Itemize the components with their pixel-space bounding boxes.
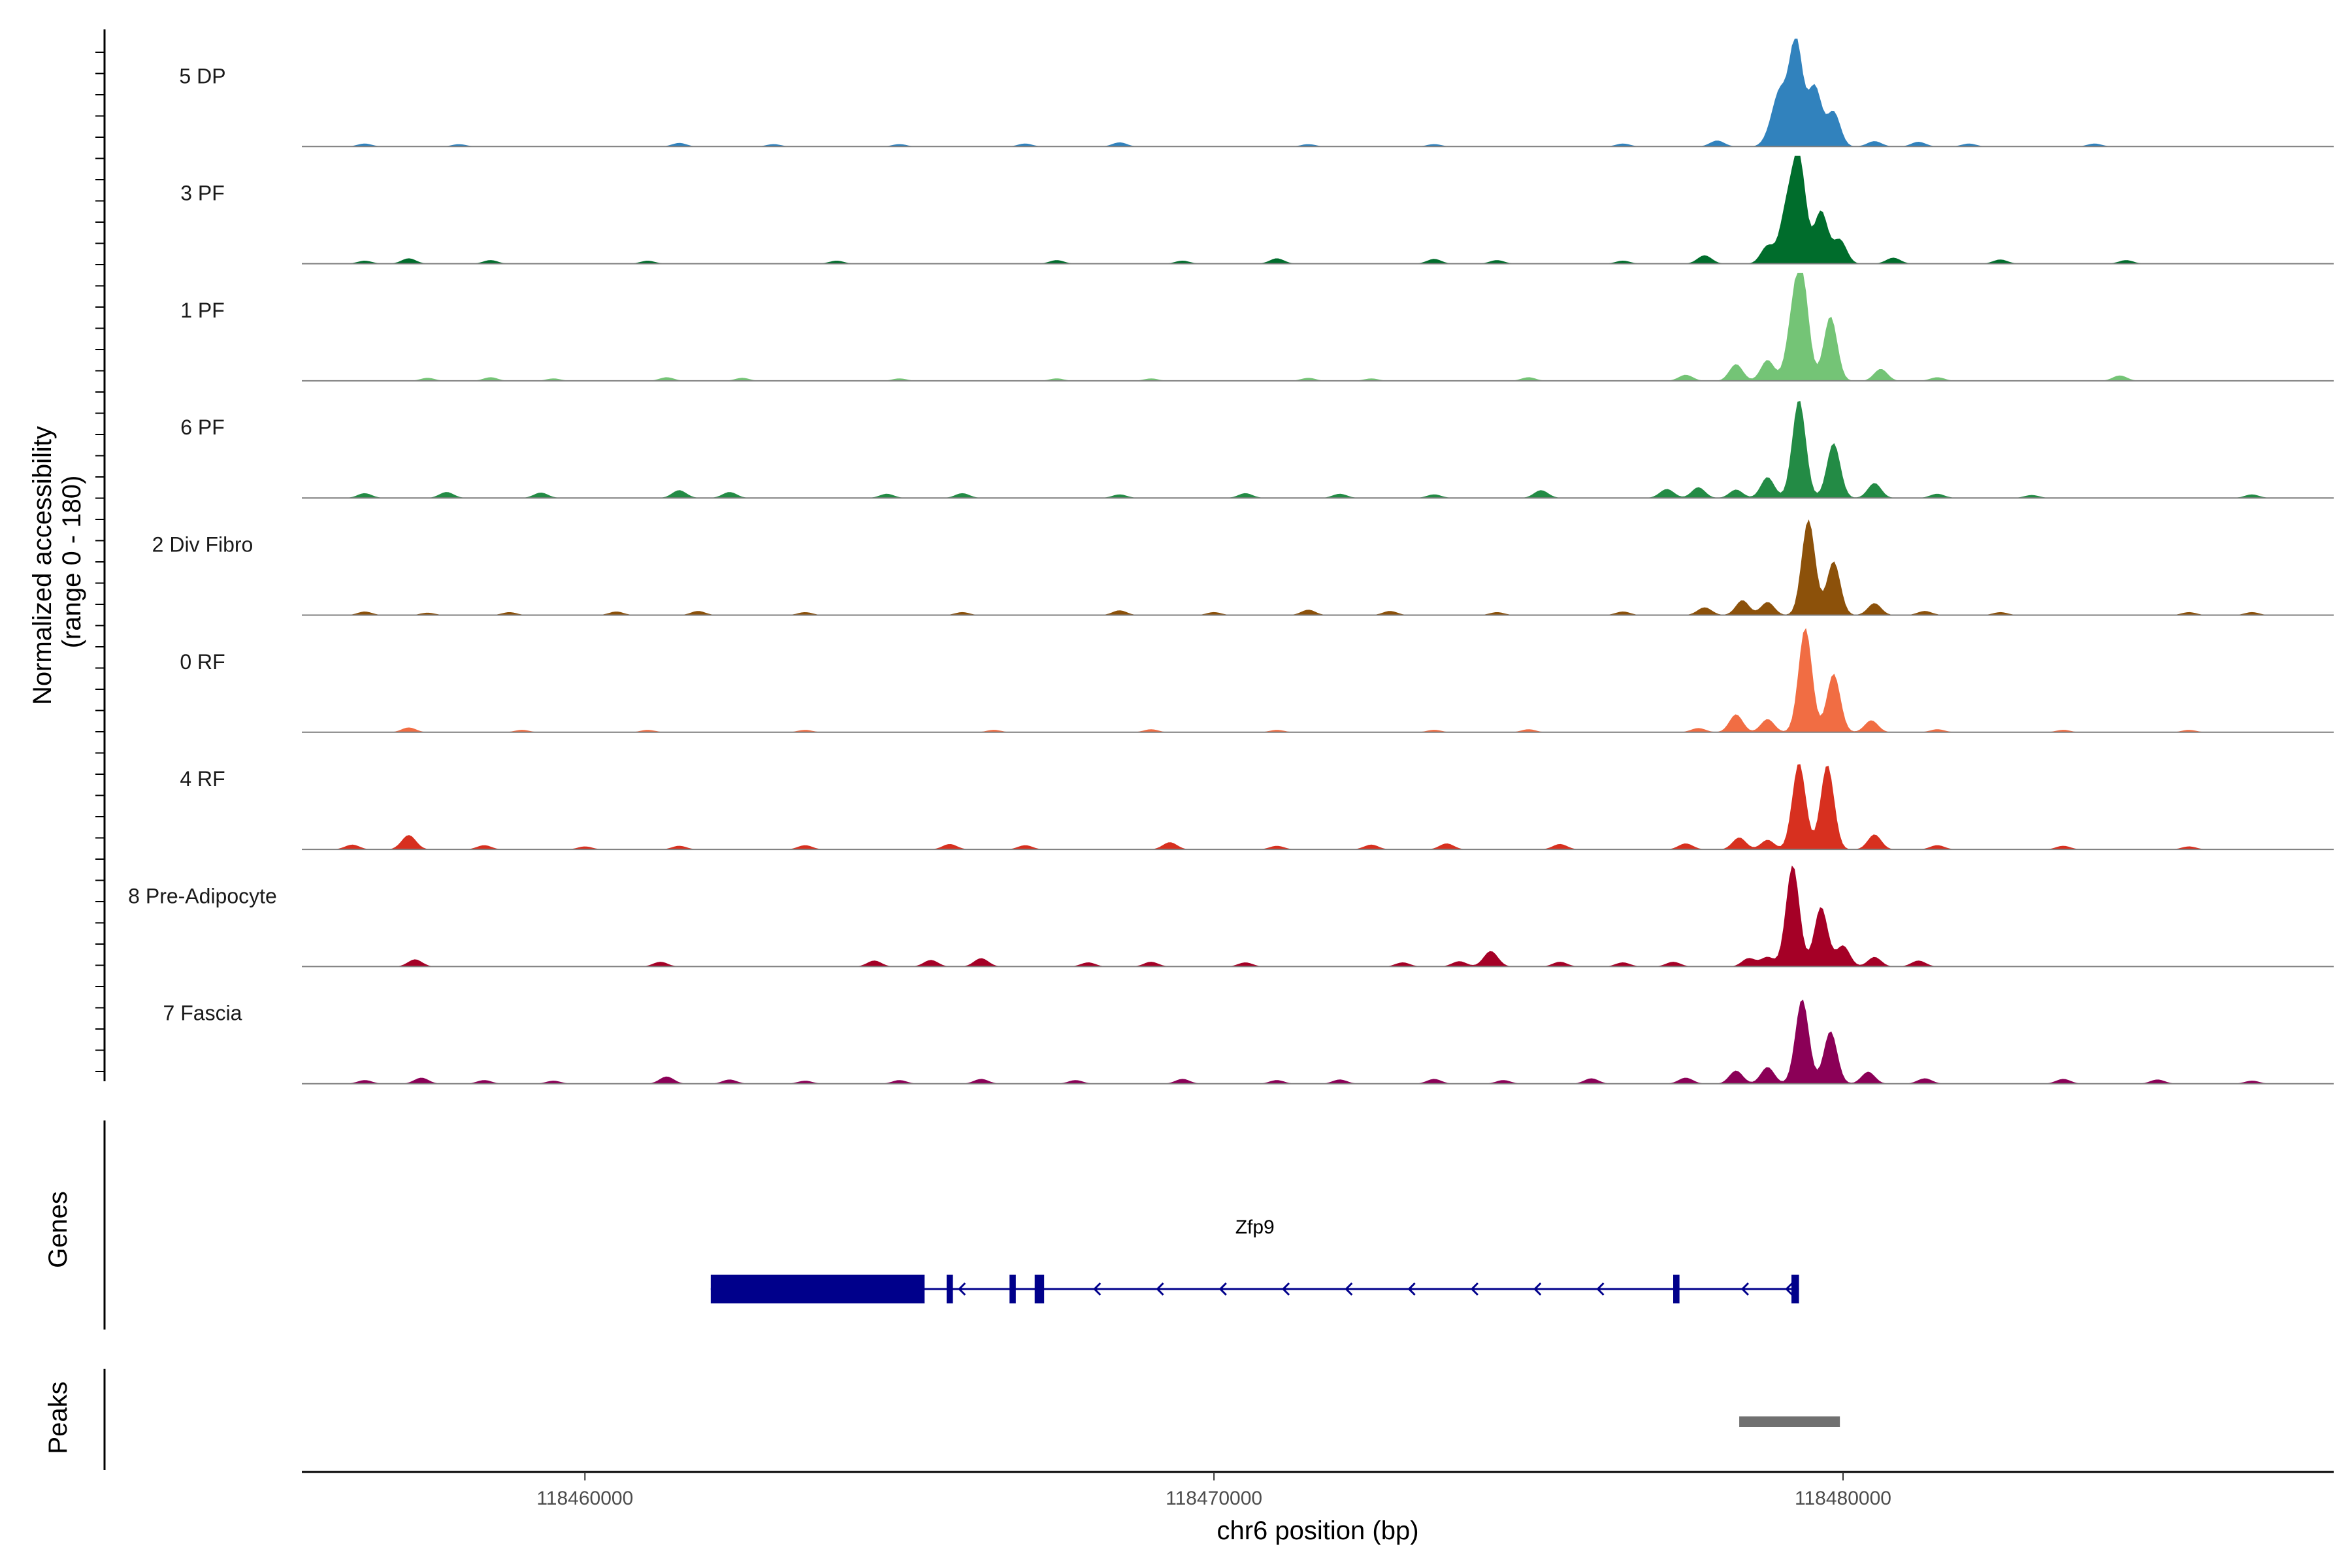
x-tick-label: 118480000	[1795, 1488, 1891, 1509]
strand-arrow	[958, 1282, 966, 1296]
y-axis-title: Normalized accessibility (range 0 - 180)	[28, 419, 86, 705]
y-axis-title-line1: Normalized accessibility	[28, 426, 57, 705]
track-1: 3 PF	[180, 155, 2334, 265]
gene-exon	[1673, 1275, 1680, 1303]
x-tick-label: 118470000	[1166, 1488, 1262, 1509]
peaks-title: Peaks	[44, 1381, 73, 1454]
strand-arrow	[1093, 1282, 1102, 1296]
strand-arrow	[1345, 1282, 1353, 1296]
track-6: 4 RF	[180, 764, 2334, 851]
track-7: 8 Pre-Adipocyte	[128, 865, 2334, 968]
strand-arrow	[1470, 1282, 1478, 1296]
gene-exon	[1791, 1275, 1799, 1303]
track-label: 3 PF	[180, 182, 225, 205]
track-2: 1 PF	[180, 272, 2334, 382]
coverage-area	[302, 519, 2334, 615]
strand-arrow	[1785, 1282, 1793, 1296]
track-label: 8 Pre-Adipocyte	[128, 884, 277, 907]
track-label: 7 Fascia	[163, 1002, 242, 1025]
track-label: 6 PF	[180, 416, 225, 439]
y-axis-title-line2: (range 0 - 180)	[57, 476, 86, 649]
coverage-area	[302, 764, 2334, 850]
x-axis-ticks: 118460000 118470000 118480000	[536, 1472, 1891, 1509]
track-5: 0 RF	[180, 628, 2334, 733]
strand-arrow	[1533, 1282, 1542, 1296]
coverage-area	[302, 865, 2334, 967]
gene-exon	[1034, 1275, 1045, 1303]
y-axis-ticks	[95, 52, 105, 1072]
track-label: 0 RF	[180, 650, 225, 674]
gene-exon	[710, 1275, 925, 1303]
track-label: 2 Div Fibro	[152, 533, 253, 557]
coverage-area	[302, 401, 2334, 498]
strand-arrow	[1281, 1282, 1290, 1296]
peak-region	[1739, 1416, 1840, 1427]
genes-title: Genes	[44, 1191, 73, 1268]
gene-track: Zfp9	[710, 1217, 1799, 1303]
gene-exon	[946, 1275, 953, 1303]
strand-arrow	[1407, 1282, 1416, 1296]
coverage-area	[302, 39, 2334, 147]
coverage-area	[302, 155, 2334, 264]
track-0: 5 DP	[179, 39, 2334, 148]
track-4: 2 Div Fibro	[152, 519, 2334, 616]
strand-arrow	[1596, 1282, 1605, 1296]
coverage-tracks: 5 DP 3 PF 1 PF 6 PF 2 Div Fibro 0 RF 4 RF 8 Pre…	[128, 39, 2334, 1085]
track-label: 1 PF	[180, 299, 225, 322]
x-axis-title: chr6 position (bp)	[1217, 1516, 1418, 1545]
coverage-area	[302, 272, 2334, 381]
gene-label: Zfp9	[1235, 1217, 1275, 1238]
x-tick-label: 118460000	[536, 1488, 633, 1509]
track-8: 7 Fascia	[163, 1000, 2334, 1085]
gene-exon	[1009, 1275, 1016, 1303]
track-label: 5 DP	[179, 64, 225, 88]
peak-track	[1739, 1416, 1840, 1427]
strand-arrow	[1218, 1282, 1227, 1296]
coverage-area	[302, 628, 2334, 732]
strand-arrow	[1156, 1282, 1164, 1296]
strand-arrow	[1740, 1282, 1749, 1296]
track-label: 4 RF	[180, 767, 225, 791]
track-3: 6 PF	[180, 401, 2334, 499]
coverage-area	[302, 1000, 2334, 1084]
